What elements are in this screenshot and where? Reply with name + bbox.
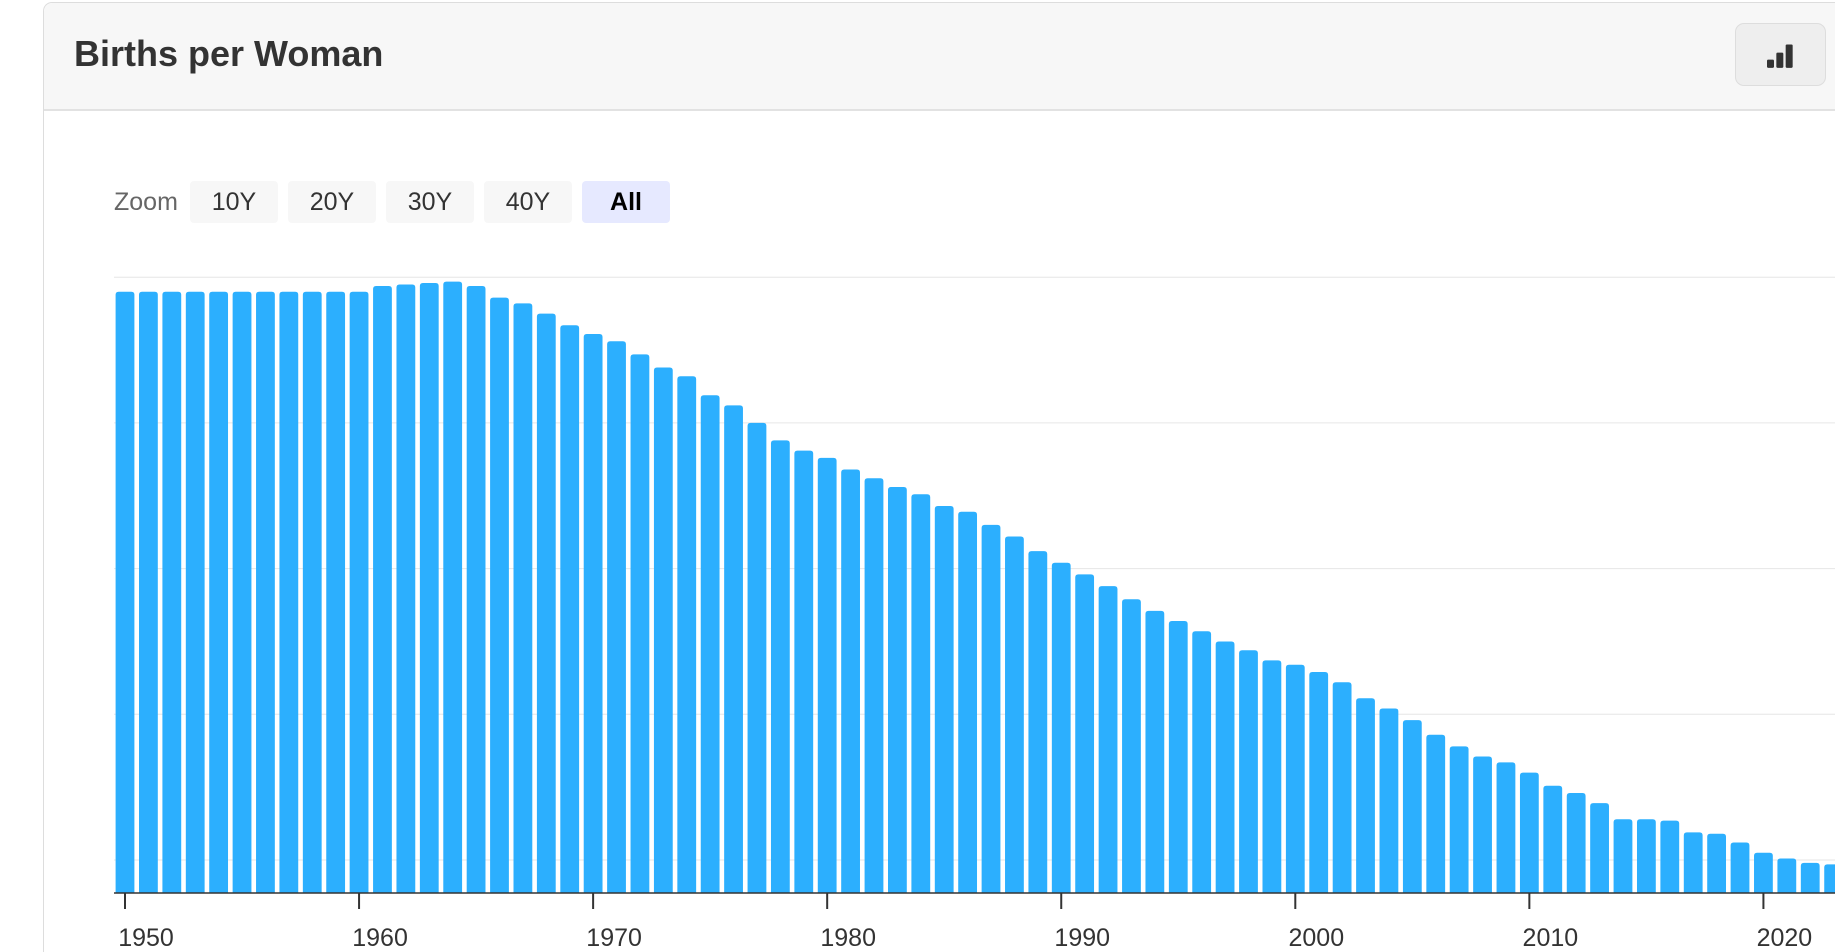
card-header: Births per Woman	[44, 3, 1835, 111]
bar-2019	[1730, 842, 1750, 893]
bar-1982	[864, 478, 884, 893]
bar-1953	[185, 291, 205, 893]
bar-2012	[1566, 792, 1586, 893]
bar-1993	[1122, 599, 1141, 893]
bar-2000	[1285, 664, 1305, 893]
zoom-label: Zoom	[114, 188, 178, 216]
bar-1999	[1262, 660, 1282, 893]
bar-2007	[1449, 746, 1469, 893]
bar-1966	[490, 297, 509, 893]
zoom-40y-button[interactable]: 40Y	[484, 181, 572, 223]
bar-2004	[1379, 708, 1399, 893]
bar-1977	[747, 422, 767, 893]
bar-1970	[583, 334, 603, 893]
bar-1961	[373, 285, 392, 893]
bar-1998	[1239, 650, 1258, 893]
bar-2006	[1426, 734, 1446, 893]
bar-1952	[162, 291, 182, 893]
bar-1991	[1075, 574, 1095, 893]
bar-2003	[1356, 698, 1375, 893]
bar-2023	[1824, 864, 1835, 893]
chart-type-button[interactable]	[1735, 23, 1826, 86]
zoom-20y-button[interactable]: 20Y	[288, 181, 376, 223]
zoom-10y-button[interactable]: 10Y	[190, 181, 278, 223]
bar-1951	[139, 291, 158, 893]
bar-2015	[1636, 819, 1656, 893]
bar-1958	[302, 291, 322, 893]
bar-2020	[1754, 852, 1773, 893]
bar-1995	[1168, 621, 1188, 893]
bar-1979	[794, 450, 814, 893]
bar-2021	[1777, 858, 1797, 893]
bar-2010	[1519, 772, 1539, 893]
bar-1968	[536, 313, 556, 893]
bar-1963	[419, 283, 439, 893]
bar-2018	[1707, 833, 1727, 893]
bar-1996	[1192, 631, 1212, 893]
bar-1989	[1028, 551, 1048, 893]
bar-1981	[841, 469, 860, 893]
bar-1987	[981, 524, 1001, 893]
bar-1964	[443, 281, 463, 893]
bar-1956	[256, 291, 275, 893]
bar-1984	[911, 494, 931, 893]
zoom-30y-button[interactable]: 30Y	[386, 181, 474, 223]
bar-1971	[607, 341, 626, 894]
bar-1967	[513, 303, 533, 893]
bar-2017	[1683, 832, 1703, 893]
bar-1975	[700, 395, 720, 893]
x-tick-label: 1990	[1054, 924, 1110, 952]
bar-1950	[115, 291, 135, 893]
bar-1974	[677, 376, 697, 893]
bar-chart-icon	[1767, 44, 1793, 68]
bar-2002	[1332, 682, 1352, 893]
bar-2001	[1309, 672, 1329, 893]
zoom-all-button[interactable]: All	[582, 181, 670, 223]
x-tick-label: 1970	[586, 924, 642, 952]
bar-1962	[396, 284, 416, 893]
bar-1997	[1215, 641, 1235, 893]
bar-2022	[1800, 862, 1820, 893]
bar-2008	[1473, 756, 1492, 893]
bar-1959	[326, 291, 346, 893]
x-tick-label: 2000	[1288, 924, 1344, 952]
bar-1973	[653, 367, 673, 893]
bar-2005	[1402, 720, 1422, 893]
bar-1965	[466, 285, 486, 893]
bar-2013	[1590, 803, 1609, 893]
bar-1978	[770, 440, 790, 893]
bar-1976	[724, 405, 743, 893]
bar-1994	[1145, 610, 1165, 893]
bar-1960	[349, 291, 369, 893]
x-tick-label: 1960	[352, 924, 408, 952]
x-tick-label: 1950	[118, 924, 174, 952]
bar-1983	[887, 487, 907, 893]
page-title: Births per Woman	[74, 33, 384, 74]
bar-1992	[1098, 586, 1118, 893]
x-tick-label: 2020	[1757, 924, 1813, 952]
bar-1969	[560, 325, 580, 893]
bar-1955	[232, 291, 252, 893]
bar-2014	[1613, 819, 1633, 893]
bar-1986	[958, 511, 978, 893]
bar-1988	[1005, 536, 1024, 893]
bar-1957	[279, 291, 299, 893]
bar-2016	[1660, 820, 1680, 893]
bar-2011	[1543, 785, 1563, 893]
bar-1990	[1051, 562, 1071, 893]
bar-2009	[1496, 762, 1516, 893]
bar-1954	[209, 291, 229, 893]
x-tick-label: 1980	[820, 924, 876, 952]
x-tick-label: 2010	[1523, 924, 1579, 952]
bar-1972	[630, 354, 650, 893]
bar-1985	[934, 505, 954, 893]
bar-1980	[817, 457, 837, 893]
